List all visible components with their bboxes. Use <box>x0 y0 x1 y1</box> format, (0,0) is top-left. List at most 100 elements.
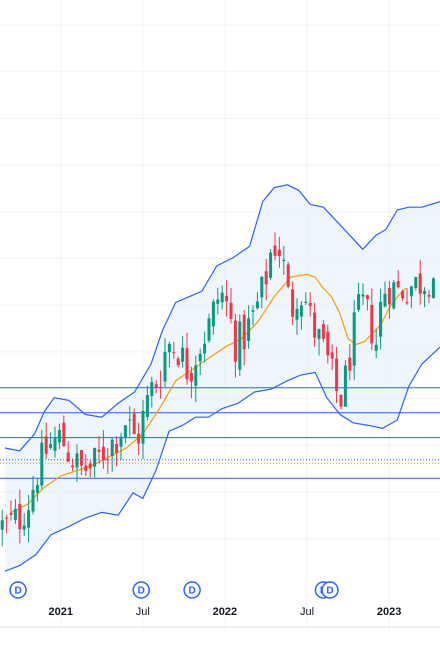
candle-body <box>40 442 44 486</box>
candle-body <box>71 465 75 468</box>
candle-body <box>211 301 215 327</box>
candle-body <box>277 249 281 256</box>
candle-body <box>22 525 26 530</box>
candle-body <box>123 425 127 438</box>
candle-body <box>387 288 391 305</box>
candle-body <box>348 357 352 371</box>
candle-body <box>198 353 202 362</box>
candle-body <box>115 443 119 453</box>
candle-body <box>423 291 427 295</box>
dividend-marker-circle[interactable] <box>9 581 27 599</box>
candle-body <box>392 282 396 309</box>
dividend-marker-circle[interactable] <box>132 581 150 599</box>
candle-body <box>137 433 141 444</box>
candle-body <box>163 351 167 382</box>
candle-body <box>427 294 431 297</box>
band-upper-line <box>4 184 440 452</box>
dividend-marker-label: D <box>326 586 333 597</box>
candle-body <box>414 276 418 289</box>
candle-body <box>176 358 180 366</box>
candle-body <box>101 446 105 461</box>
candle-body <box>313 312 317 338</box>
candle-body <box>321 324 325 339</box>
x-tick-label: 2023 <box>377 606 401 618</box>
candle-body <box>255 301 259 309</box>
dividend-marker[interactable]: D <box>9 581 27 599</box>
band-fill <box>4 184 440 572</box>
candle-body <box>379 301 383 337</box>
candle-body <box>62 422 66 447</box>
candle-body <box>189 372 193 382</box>
candle-body <box>418 273 422 294</box>
bollinger-band-lines <box>4 184 440 572</box>
x-tick-label: Jul <box>136 606 150 618</box>
dividend-marker[interactable]: D <box>321 581 339 599</box>
candle-body <box>339 394 343 407</box>
candle-body <box>49 444 53 448</box>
candle-body <box>396 281 400 288</box>
candle-body <box>0 520 4 530</box>
candle-body <box>401 291 405 299</box>
horizontal-levels <box>0 387 440 479</box>
candle-body <box>365 295 369 300</box>
x-tick-label: 2022 <box>213 606 237 618</box>
candle-body <box>238 321 242 370</box>
candle-body <box>330 352 334 359</box>
candle-body <box>282 259 286 262</box>
candle-body <box>409 286 413 297</box>
candle-body <box>150 382 154 397</box>
candle-body <box>286 264 290 287</box>
dividend-markers[interactable]: DDDDD <box>9 581 339 599</box>
candle-body <box>110 439 114 457</box>
candle-body <box>97 449 101 452</box>
candle-body <box>145 395 149 417</box>
candle-body <box>35 485 39 493</box>
candle-body <box>370 304 374 344</box>
candle-body <box>167 343 171 353</box>
candle-body <box>159 386 163 388</box>
candle-body <box>185 348 189 380</box>
candle-body <box>141 410 145 444</box>
candle-body <box>84 465 88 472</box>
candle-body <box>216 299 220 304</box>
band-lower-line <box>4 346 440 572</box>
candle-body <box>154 384 158 388</box>
candle-body <box>5 517 9 519</box>
candle-body <box>269 252 273 278</box>
candle-body <box>225 295 229 302</box>
candle-body <box>18 504 22 530</box>
candle-body <box>273 245 277 256</box>
candle-body <box>326 331 330 356</box>
candle-body <box>13 508 17 520</box>
candle-body <box>106 459 110 461</box>
candle-body <box>128 419 132 421</box>
x-tick-label: 2021 <box>49 606 73 618</box>
dividend-marker-circle[interactable] <box>321 581 339 599</box>
candle-body <box>317 329 321 339</box>
candle-body <box>181 347 185 362</box>
dividend-marker-label: D <box>188 586 195 597</box>
candle-body <box>119 436 123 447</box>
candle-body <box>308 302 312 307</box>
candle-body <box>194 365 198 386</box>
dividend-marker[interactable]: D <box>183 581 201 599</box>
candle-body <box>66 452 70 462</box>
x-tick-label: Jul <box>300 606 314 618</box>
dividend-marker[interactable]: D <box>132 581 150 599</box>
candle-body <box>88 463 92 469</box>
candle-body <box>291 289 295 317</box>
dividend-marker-label: D <box>14 586 21 597</box>
dividend-marker-label: D <box>138 586 145 597</box>
candle-body <box>304 301 308 303</box>
candle-body <box>172 352 176 354</box>
candle-body <box>132 413 136 435</box>
candles <box>0 232 435 547</box>
x-axis: 2021 Jul 2022 Jul 2023 <box>49 606 402 618</box>
candle-body <box>357 294 361 310</box>
dividend-marker-circle[interactable] <box>183 581 201 599</box>
candle-body <box>242 314 246 350</box>
candle-body <box>229 302 233 319</box>
candle-body <box>374 344 378 351</box>
candle-body <box>295 308 299 320</box>
